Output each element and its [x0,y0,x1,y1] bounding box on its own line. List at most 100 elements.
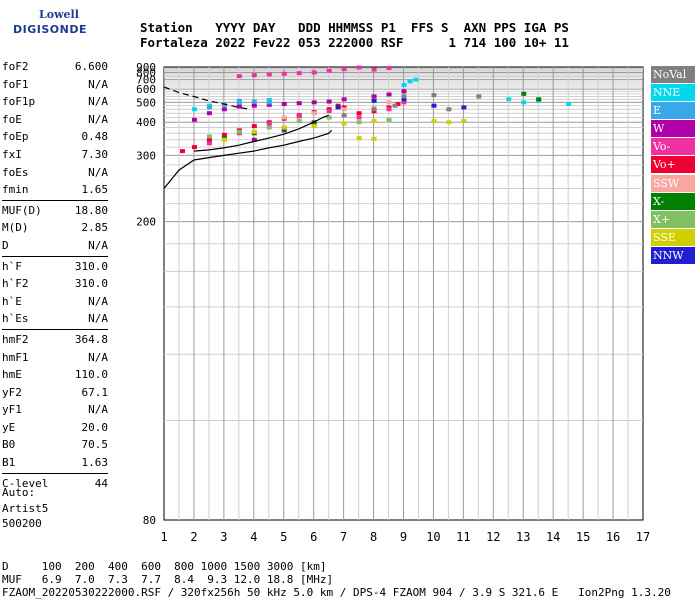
series-x- [206,115,392,139]
param-row: foF2 6.600 [2,58,108,76]
data-point [431,119,437,124]
param-key: h`Es [2,312,29,326]
legend-item-vo: Vo+ [651,156,695,174]
legend-item-vo: Vo- [651,138,695,156]
y-tick-label: 700 [136,74,156,87]
data-point [566,101,572,106]
data-point [191,145,197,150]
auto-label: Auto: [2,486,36,499]
header-line2: Fortaleza 2022 Fev22 053 222000 RSF 1 71… [140,35,569,50]
data-point [536,97,542,102]
param-key: foF2 [2,60,29,73]
data-point [356,136,362,141]
chart-marks [179,65,572,154]
x-tick-label: 15 [576,530,590,544]
x-tick-label: 12 [486,530,500,544]
param-row: B1 1.63 [2,454,108,472]
data-point [341,107,347,112]
param-key: M(D) [2,221,29,235]
param-value: 0.48 [81,130,109,144]
y-tick-label: 80 [143,514,156,527]
param-row: yF2 67.1 [2,384,108,402]
param-value: N/A [88,95,108,109]
data-point [386,107,392,112]
scaled-parameters-panel: foF2 6.600 foF1 N/A foF1p N/A foE N/A foEp 0.48 fx… [2,58,108,492]
param-row: hmE 110.0 [2,366,108,384]
data-point [371,107,377,112]
profile-curve [163,129,333,189]
data-point [311,121,317,126]
data-point [296,101,302,106]
param-row: h`F2 310.0 [2,275,108,293]
data-point [266,98,272,103]
data-point [446,107,452,112]
param-value: N/A [88,165,108,179]
param-row: C-level 44 [2,475,108,493]
x-tick-label: 6 [310,530,317,544]
param-row: h`Es N/A [2,310,108,328]
data-point [311,111,317,116]
series-noval [341,93,482,118]
data-point [266,121,272,126]
data-point [401,82,407,87]
data-point [251,73,257,78]
param-key: fmin [2,183,29,197]
data-point [236,98,242,103]
data-point [371,67,377,72]
x-tick-label: 11 [456,530,470,544]
param-value: 1.63 [81,456,109,470]
param-value: 310.0 [74,259,108,273]
data-point [266,100,272,105]
muf-line: MUF 6.9 7.0 7.3 7.7 8.4 9.3 12.0 18.8 [M… [2,573,334,586]
data-point [326,115,332,120]
x-tick-label: 1 [160,530,167,544]
param-row: foF1p N/A [2,93,108,111]
param-value: 1.65 [81,183,109,197]
data-point [236,129,242,134]
chart-grid [163,66,644,521]
param-row: hmF1 N/A [2,349,108,367]
y-tick-label: 900 [136,61,156,74]
data-point [461,105,467,110]
data-point [296,71,302,76]
x-tick-label: 7 [340,530,347,544]
data-point [311,70,317,75]
data-point [446,120,452,125]
param-row: hmF2 364.8 [2,331,108,349]
logo-line2: DIGISONDE [13,23,87,36]
direction-legend: NoVal NNE E W Vo- Vo+ SSW X- X+ SSE NNW [651,66,695,265]
data-point [236,74,242,79]
param-row: foEs N/A [2,164,108,182]
param-value: N/A [88,112,108,126]
legend-item-nnw: NNW [651,246,695,264]
data-point [221,137,227,142]
data-point [521,91,527,96]
param-value: 70.5 [81,438,109,452]
param-key: hmE [2,368,22,382]
data-point [251,137,257,142]
param-value: N/A [88,312,108,326]
data-point [431,103,437,108]
param-value: 20.0 [81,420,109,434]
distance-line: D 100 200 400 600 800 1000 1500 3000 [km… [2,560,327,573]
data-point [386,117,392,122]
data-point [221,132,227,137]
autoscaling-info: Auto: Artist5 500200 [2,485,48,532]
param-key: foF1p [2,95,36,109]
data-point [401,97,407,102]
series-sse [221,119,467,142]
params-separator [2,199,108,201]
param-key: h`F2 [2,277,29,291]
param-key: hmF2 [2,332,29,346]
x-tick-label: 2 [190,530,197,544]
legend-item-sse: SSE [651,228,695,246]
param-key: yF2 [2,385,22,399]
auto-version: 500200 [2,517,42,530]
param-key: hmF1 [2,350,29,364]
footer-info: D 100 200 400 600 800 1000 1500 3000 [km… [2,560,671,599]
data-point [401,94,407,99]
param-key: D [2,238,9,252]
data-point [371,119,377,124]
